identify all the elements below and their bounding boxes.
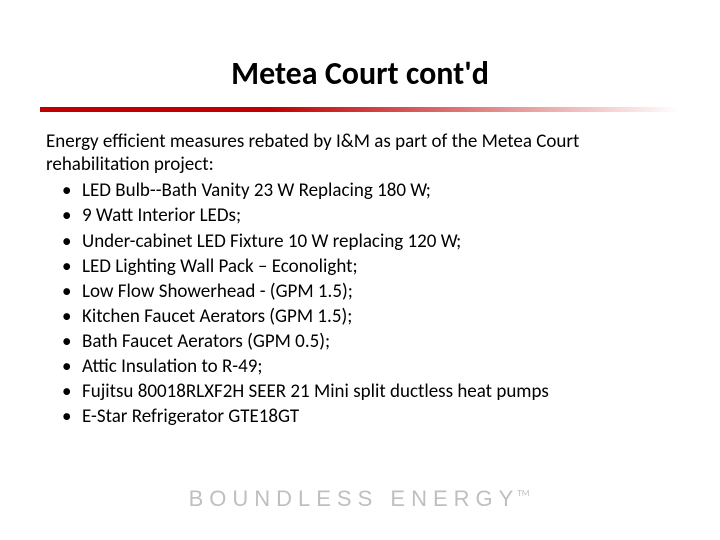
footer-trademark: TM: [517, 488, 529, 499]
list-item: Bath Faucet Aerators (GPM 0.5);: [62, 329, 674, 354]
list-item: Fujitsu 80018RLXF2H SEER 21 Mini split d…: [62, 379, 674, 404]
list-item: 9 Watt Interior LEDs;: [62, 203, 674, 228]
measures-list: LED Bulb--Bath Vanity 23 W Replacing 180…: [40, 178, 680, 429]
divider-rule: [40, 107, 680, 112]
intro-text: Energy efficient measures rebated by I&M…: [40, 130, 680, 176]
footer-brand: BOUNDLESS ENERGY: [189, 486, 520, 511]
footer: BOUNDLESS ENERGYTM: [0, 486, 720, 512]
list-item: Kitchen Faucet Aerators (GPM 1.5);: [62, 304, 674, 329]
list-item: Low Flow Showerhead - (GPM 1.5);: [62, 279, 674, 304]
list-item: Under-cabinet LED Fixture 10 W replacing…: [62, 229, 674, 254]
list-item: Attic Insulation to R-49;: [62, 354, 674, 379]
slide: Metea Court cont'd Energy efficient meas…: [0, 0, 720, 540]
list-item: LED Bulb--Bath Vanity 23 W Replacing 180…: [62, 178, 674, 203]
list-item: LED Lighting Wall Pack – Econolight;: [62, 254, 674, 279]
list-item: E-Star Refrigerator GTE18GT: [62, 404, 674, 429]
slide-title: Metea Court cont'd: [40, 54, 680, 93]
